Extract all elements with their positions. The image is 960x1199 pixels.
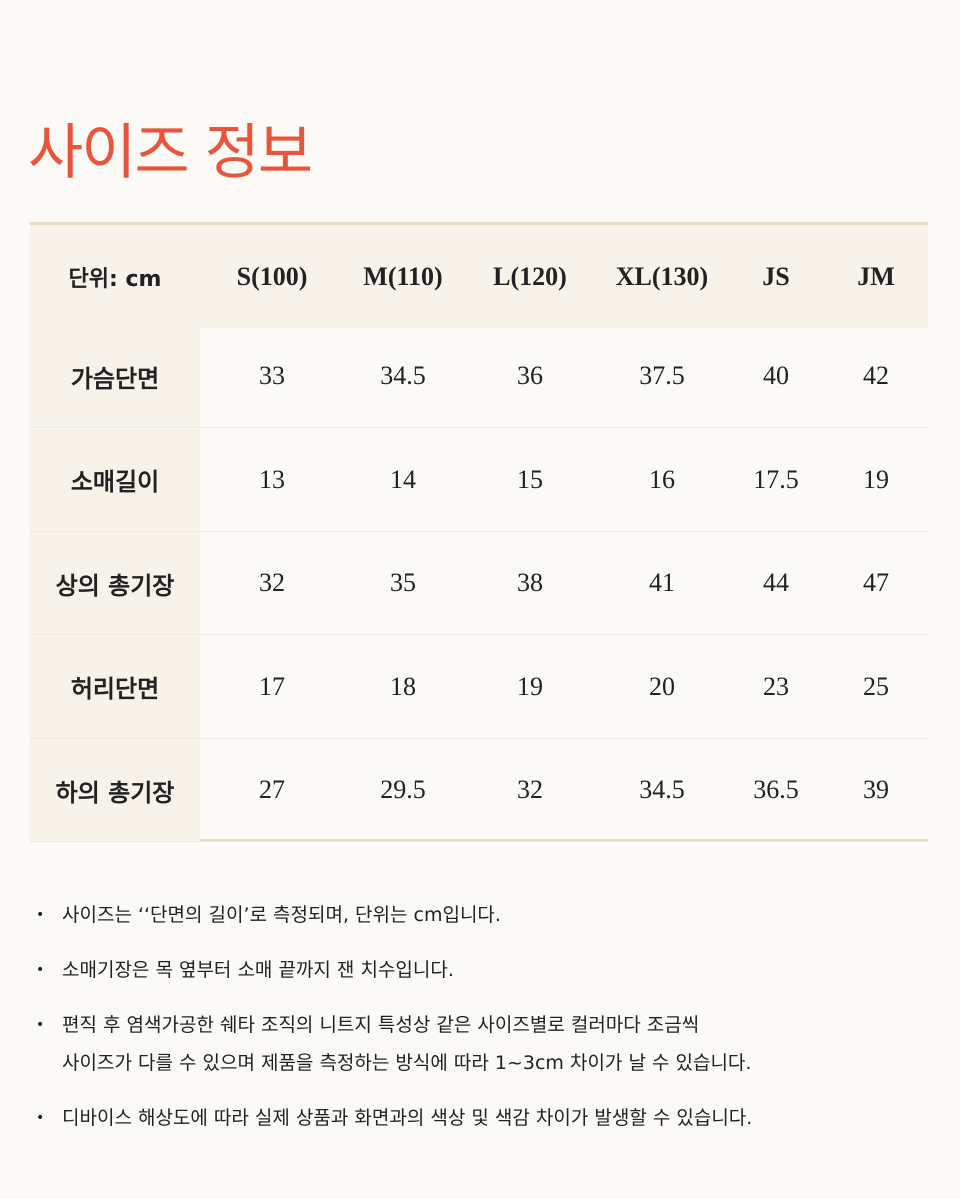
title: 사이즈 정보 (28, 118, 313, 188)
notes: 사이즈는 ‘‘단면의 길이’로 측정되며, 단위는 cm입니다. 소매기장은 목 … (36, 896, 936, 1154)
cell: 18 (390, 671, 416, 701)
cell: 40 (763, 361, 789, 390)
cell: 41 (649, 568, 675, 597)
cell: 19 (863, 464, 889, 494)
cell: 16 (649, 464, 675, 494)
cell: 37.5 (639, 361, 685, 390)
cell: 25 (863, 671, 889, 701)
cell: 34.5 (639, 775, 685, 804)
table-row: 가슴단면 33 34.5 36 37.5 40 42 (30, 325, 928, 428)
cell: 38 (517, 568, 543, 597)
cell: 34.5 (380, 361, 426, 390)
cell: JM (857, 261, 895, 291)
cell: 17 (259, 671, 285, 701)
cell: 32 (259, 568, 285, 597)
cell: 19 (517, 671, 543, 701)
cell: JS (762, 261, 790, 291)
cell: 15 (517, 464, 543, 494)
cell: 35 (390, 568, 416, 597)
cell: 29.5 (380, 775, 426, 804)
row-label: 소매길이 (30, 428, 200, 531)
note-item: 소매기장은 목 옆부터 소매 끝까지 잰 치수입니다. (36, 951, 936, 989)
cell: S(100) (236, 261, 308, 291)
size-table: 단위: cm S(100) M(110) L(120) XL(130) JS JM 가슴단면 3… (30, 222, 928, 842)
cell: 32 (517, 775, 543, 804)
row-label: 상의 총기장 (30, 532, 200, 634)
note-line: 편직 후 염색가공한 쉐타 조직의 니트지 특성상 같은 사이즈별로 컬러마다 … (62, 1014, 700, 1036)
cell: 33 (259, 361, 285, 390)
note-line: 사이즈가 다를 수 있으며 제품을 측정하는 방식에 따라 1~3cm 차이가 … (62, 1052, 752, 1074)
table-row: 상의 총기장 32 35 38 41 44 47 (30, 532, 928, 635)
cell: 27 (259, 775, 285, 804)
cell: 47 (863, 568, 889, 597)
row-label: 단위: cm (30, 225, 200, 328)
row-label: 가슴단면 (30, 325, 200, 427)
cell: 14 (390, 464, 416, 494)
cell: L(120) (493, 261, 567, 291)
table-row: 허리단면 17 18 19 20 23 25 (30, 635, 928, 739)
cell: 36.5 (753, 775, 799, 804)
note-item: 편직 후 염색가공한 쉐타 조직의 니트지 특성상 같은 사이즈별로 컬러마다 … (36, 1006, 936, 1082)
note-line: 디바이스 해상도에 따라 실제 상품과 화면과의 색상 및 색감 차이가 발생할… (62, 1107, 753, 1129)
cell: 44 (763, 568, 789, 597)
row-label: 허리단면 (30, 635, 200, 738)
cell: 17.5 (753, 464, 799, 494)
cell: 20 (649, 671, 675, 701)
cell: XL(130) (615, 261, 709, 291)
note-line: 소매기장은 목 옆부터 소매 끝까지 잰 치수입니다. (62, 959, 454, 981)
note-item: 디바이스 해상도에 따라 실제 상품과 화면과의 색상 및 색감 차이가 발생할… (36, 1099, 936, 1137)
cell: 23 (763, 671, 789, 701)
cell: M(110) (363, 261, 443, 291)
table-row: 소매길이 13 14 15 16 17.5 19 (30, 428, 928, 532)
cell: 36 (517, 361, 543, 390)
table-row: 하의 총기장 27 29.5 32 34.5 36.5 39 (30, 739, 928, 842)
row-label: 하의 총기장 (30, 739, 200, 841)
note-item: 사이즈는 ‘‘단면의 길이’로 측정되며, 단위는 cm입니다. (36, 896, 936, 934)
cell: 39 (863, 775, 889, 804)
cell: 42 (863, 361, 889, 390)
header-row: 단위: cm S(100) M(110) L(120) XL(130) JS JM (30, 225, 928, 328)
note-line: 사이즈는 ‘‘단면의 길이’로 측정되며, 단위는 cm입니다. (62, 904, 501, 926)
cell: 13 (259, 464, 285, 494)
